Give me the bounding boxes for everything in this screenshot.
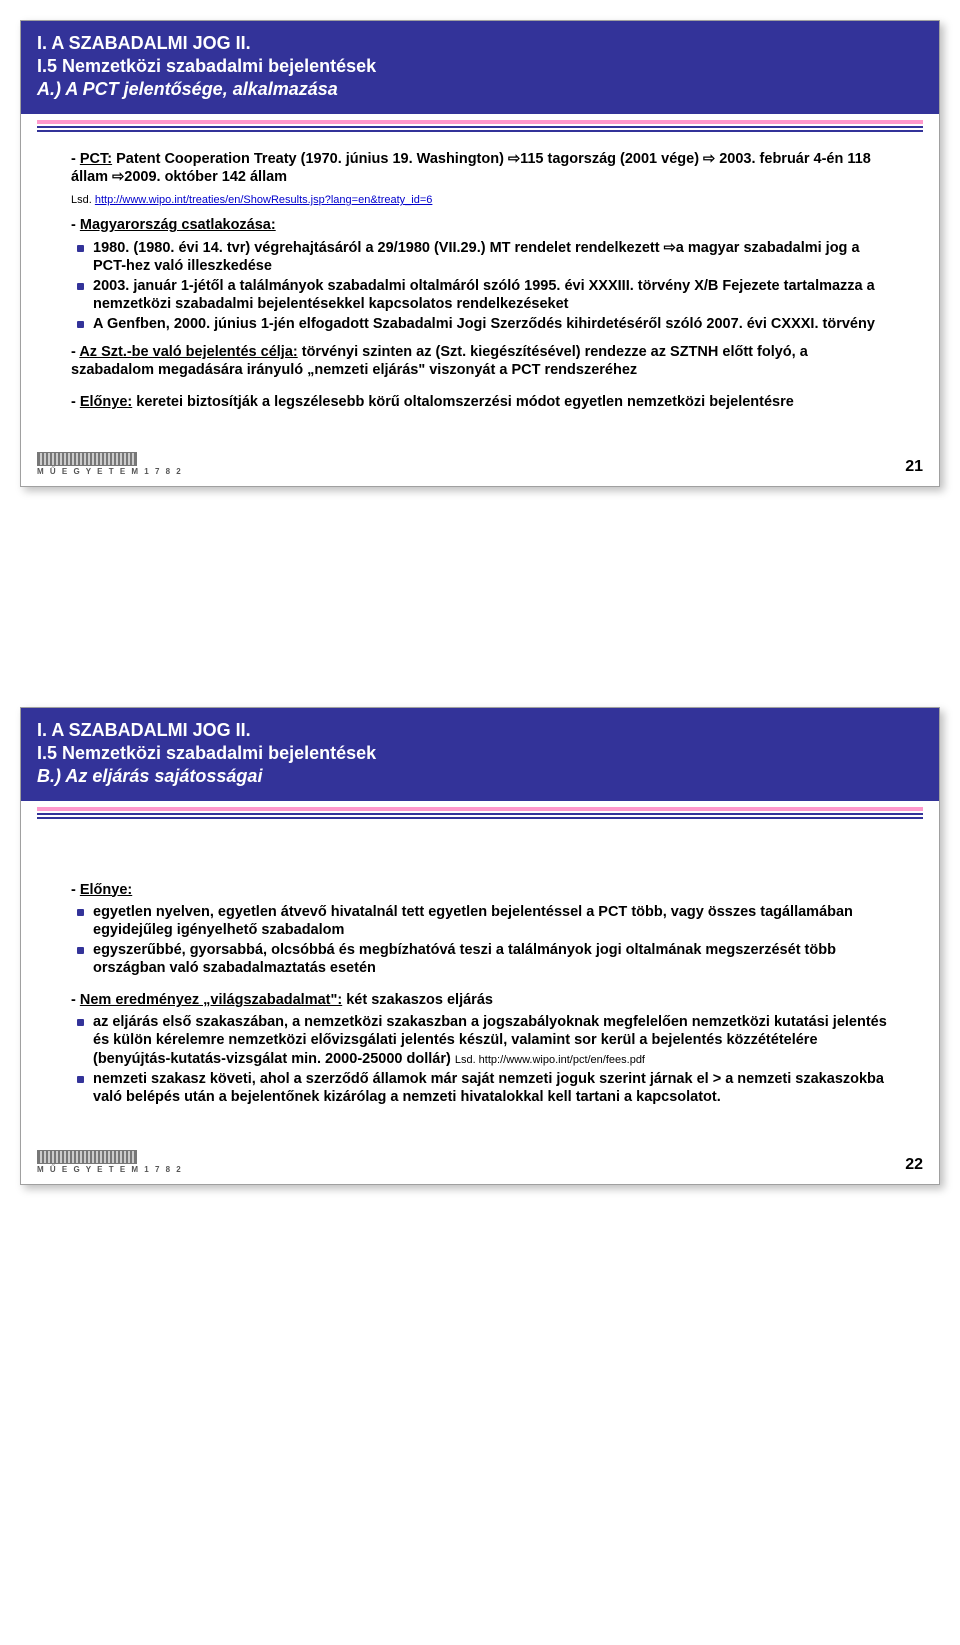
section-c-rest: keretei biztosítják a legszélesebb körű … [132,394,794,410]
logo-text: M Ű E G Y E T E M 1 7 8 2 [37,1165,183,1174]
list-item: 1980. (1980. évi 14. tvr) végrehajtásáró… [71,239,889,275]
section-a-prefix: - [71,217,80,233]
section-c-title: Előnye: [80,394,132,410]
divider-group [21,120,939,132]
slide-22: I. A SZABADALMI JOG II. I.5 Nemzetközi s… [20,707,940,1185]
slide-body: - Előnye: egyetlen nyelven, egyetlen átv… [21,831,939,1124]
slide-header: I. A SZABADALMI JOG II. I.5 Nemzetközi s… [21,21,939,114]
header-line-1: I. A SZABADALMI JOG II. [37,720,923,741]
slide-footer: M Ű E G Y E T E M 1 7 8 2 21 [37,452,923,476]
intro-prefix: - [71,151,80,167]
section-elonye: - Előnye: [71,881,889,899]
bullets-vilagszabadalom: az eljárás első szakaszában, a nemzetköz… [71,1013,889,1106]
university-logo: M Ű E G Y E T E M 1 7 8 2 [37,1150,183,1174]
lsd-prefix: Lsd. [71,194,95,206]
logo-text: M Ű E G Y E T E M 1 7 8 2 [37,467,183,476]
slide-gap [0,527,960,687]
section-szt-celja: - Az Szt.-be való bejelentés célja: törv… [71,343,889,379]
header-line-2: I.5 Nemzetközi szabadalmi bejelentések [37,56,923,77]
section-a-title: Előnye: [80,882,132,898]
section-b-prefix: - [71,992,80,1008]
lsd-line: Lsd. http://www.wipo.int/treaties/en/Sho… [71,190,889,208]
list-item-lsd: Lsd. http://www.wipo.int/pct/en/fees.pdf [455,1054,645,1066]
slide-21: I. A SZABADALMI JOG II. I.5 Nemzetközi s… [20,20,940,487]
list-item: egyszerűbbé, gyorsabbá, olcsóbbá és megb… [71,941,889,977]
section-a-prefix: - [71,882,80,898]
bullets-elonye: egyetlen nyelven, egyetlen átvevő hivata… [71,903,889,978]
divider-pink [37,807,923,811]
list-item: az eljárás első szakaszában, a nemzetköz… [71,1013,889,1067]
slide-header: I. A SZABADALMI JOG II. I.5 Nemzetközi s… [21,708,939,801]
section-vilagszabadalom: - Nem eredményez „világszabadalmat": két… [71,991,889,1009]
section-b-rest: két szakaszos eljárás [342,992,493,1008]
section-a-title: Magyarország csatlakozása: [80,217,276,233]
divider-navy [37,126,923,132]
section-b-title: Az Szt.-be való bejelentés célja: [79,344,297,360]
intro-paragraph: - PCT: Patent Cooperation Treaty (1970. … [71,150,889,186]
university-logo: M Ű E G Y E T E M 1 7 8 2 [37,452,183,476]
intro-rest: Patent Cooperation Treaty (1970. június … [71,151,871,185]
header-line-2: I.5 Nemzetközi szabadalmi bejelentések [37,743,923,764]
divider-pink [37,120,923,124]
page-number: 21 [905,458,923,476]
page-number: 22 [905,1156,923,1174]
list-item: A Genfben, 2000. június 1-jén elfogadott… [71,315,889,333]
logo-building-icon [37,1150,137,1164]
list-item: egyetlen nyelven, egyetlen átvevő hivata… [71,903,889,939]
header-line-3: A.) A PCT jelentősége, alkalmazása [37,79,923,100]
list-item: nemzeti szakasz követi, ahol a szerződő … [71,1070,889,1106]
section-b-title: Nem eredményez „világszabadalmat": [80,992,342,1008]
divider-group [21,807,939,819]
intro-underline: PCT: [80,151,112,167]
header-line-1: I. A SZABADALMI JOG II. [37,33,923,54]
logo-building-icon [37,452,137,466]
header-line-3: B.) Az eljárás sajátosságai [37,766,923,787]
slide-body: - PCT: Patent Cooperation Treaty (1970. … [21,144,939,426]
bullets-csatlakozas: 1980. (1980. évi 14. tvr) végrehajtásáró… [71,239,889,334]
wipo-treaties-link[interactable]: http://www.wipo.int/treaties/en/ShowResu… [95,194,433,206]
section-c-prefix: - [71,394,80,410]
divider-navy [37,813,923,819]
section-elonye: - Előnye: keretei biztosítják a legszéle… [71,393,889,411]
list-item: 2003. január 1-jétől a találmányok szaba… [71,277,889,313]
section-csatlakozas: - Magyarország csatlakozása: [71,216,889,234]
slide-footer: M Ű E G Y E T E M 1 7 8 2 22 [37,1150,923,1174]
